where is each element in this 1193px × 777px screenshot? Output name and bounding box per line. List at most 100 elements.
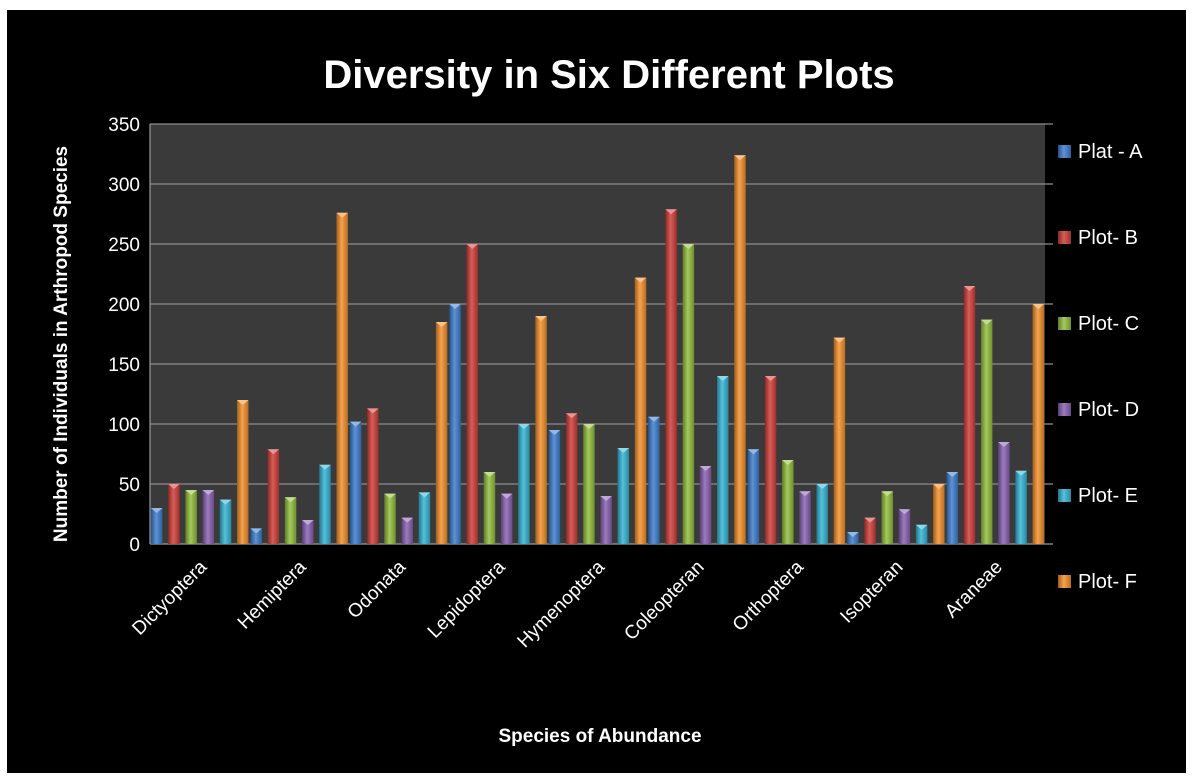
bar-coleopteran-2 xyxy=(665,209,677,544)
legend-swatch xyxy=(1058,403,1071,416)
bar-hemiptera-4 xyxy=(302,520,314,544)
bar-araneae-4 xyxy=(998,442,1010,544)
bar-odonata-1 xyxy=(349,421,362,544)
y-tick-label: 0 xyxy=(129,535,140,556)
bar-hymenoptera-5 xyxy=(617,448,630,544)
x-tick-label: Dictyoptera xyxy=(128,556,211,639)
bar-cap xyxy=(799,491,811,497)
bar-coleopteran-4 xyxy=(699,466,712,544)
bar-cap xyxy=(219,499,232,505)
bar-coleopteran-5 xyxy=(716,376,729,544)
bar-orthoptera-1 xyxy=(747,449,760,544)
y-tick-label: 250 xyxy=(108,235,140,256)
bar-cap xyxy=(401,517,413,523)
bar-isopteran-6 xyxy=(933,484,945,544)
bar-lepidoptera-2 xyxy=(466,244,479,544)
bar-odonata-3 xyxy=(384,493,396,544)
chart-title: Diversity in Six Different Plots xyxy=(323,53,894,97)
bar-cap xyxy=(847,532,859,537)
bar-cap xyxy=(548,430,561,435)
bar-isopteran-1 xyxy=(847,532,859,544)
bar-cap xyxy=(933,484,945,489)
bar-lepidoptera-1 xyxy=(449,304,461,544)
bar-odonata-4 xyxy=(401,517,413,544)
bar-hymenoptera-2 xyxy=(565,413,578,544)
bar-cap xyxy=(583,424,595,429)
bar-cap xyxy=(1015,470,1027,476)
legend-label: Plot- F xyxy=(1078,571,1137,593)
x-axis-title: Species of Abundance xyxy=(498,726,701,747)
bar-cap xyxy=(747,449,760,455)
bar-lepidoptera-6 xyxy=(535,316,547,544)
bar-isopteran-4 xyxy=(898,509,911,544)
bar-araneae-3 xyxy=(980,319,993,544)
bar-hemiptera-1 xyxy=(250,528,262,544)
bar-cap xyxy=(202,490,215,495)
bar-cap xyxy=(168,484,180,489)
legend-label: Plot- D xyxy=(1078,399,1139,421)
bar-hemiptera-2 xyxy=(267,449,280,544)
bar-cap xyxy=(384,493,396,499)
bar-cap xyxy=(764,376,777,381)
bar-cap xyxy=(336,212,348,218)
bar-orthoptera-6 xyxy=(833,337,846,544)
x-tick-label: Coleopteran xyxy=(620,557,708,645)
legend-label: Plat - A xyxy=(1078,141,1143,163)
x-tick-label: Hemiptera xyxy=(234,556,311,633)
bar-araneae-1 xyxy=(946,472,959,544)
bar-cap xyxy=(418,492,431,498)
bar-cap xyxy=(500,493,513,499)
bar-cap xyxy=(665,209,677,215)
chart-frame: Diversity in Six Different Plots 0 50 100 1… xyxy=(7,10,1186,773)
bar-dictyoptera-6 xyxy=(236,400,249,544)
bar-odonata-2 xyxy=(367,408,379,544)
bar-coleopteran-1 xyxy=(648,416,660,544)
bar-cap xyxy=(466,244,479,249)
legend-swatch xyxy=(1058,317,1071,330)
bar-cap xyxy=(898,509,911,515)
bar-hymenoptera-6 xyxy=(634,277,647,544)
legend-swatch xyxy=(1058,489,1071,502)
bar-cap xyxy=(634,277,647,283)
legend: Plat - A Plot- B Plot- C Plot- D Plot- E Plot… xyxy=(1058,141,1143,593)
bar-cap xyxy=(915,524,928,530)
bar-cap xyxy=(699,466,712,471)
bar-araneae-2 xyxy=(963,286,976,544)
bar-cap xyxy=(483,472,496,477)
bar-cap xyxy=(349,421,362,427)
y-axis-title: Number of Individuals in Arthropod Speci… xyxy=(51,146,72,542)
y-tick-label: 350 xyxy=(108,115,140,136)
bar-cap xyxy=(185,490,197,495)
bar-cap xyxy=(435,322,448,327)
bar-cap xyxy=(963,286,976,291)
x-tick-label: Odonata xyxy=(344,556,411,623)
legend-swatch xyxy=(1058,231,1071,244)
bar-dictyoptera-2 xyxy=(168,484,180,544)
bar-dictyoptera-3 xyxy=(185,490,197,544)
bar-hemiptera-5 xyxy=(319,464,331,544)
bar-chart: Diversity in Six Different Plots 0 50 100 1… xyxy=(51,53,1143,747)
x-tick-label: Orthoptera xyxy=(729,556,808,635)
bar-odonata-5 xyxy=(418,492,431,544)
bar-cap xyxy=(267,449,280,455)
bar-cap xyxy=(1032,304,1045,309)
bar-cap xyxy=(319,464,331,470)
bar-cap xyxy=(648,416,660,422)
bar-cap xyxy=(946,472,959,477)
bar-cap xyxy=(250,528,262,534)
y-tick-label: 150 xyxy=(108,355,140,376)
bar-coleopteran-3 xyxy=(682,244,695,544)
bar-cap xyxy=(449,304,461,309)
bar-cap xyxy=(535,316,547,321)
legend-label: Plot- B xyxy=(1078,227,1138,249)
bar-lepidoptera-3 xyxy=(483,472,496,544)
plot-area: 0 50 100 150 200 250 300 350 Dictyoptera Hemipter… xyxy=(108,115,1053,652)
bar-cap xyxy=(682,244,695,249)
bar-cap xyxy=(302,520,314,525)
bar-cap xyxy=(734,155,746,161)
bar-dictyoptera-5 xyxy=(219,499,232,544)
bar-hemiptera-6 xyxy=(336,212,348,545)
bar-cap xyxy=(600,496,612,501)
bar-hemiptera-3 xyxy=(284,497,297,544)
legend-swatch xyxy=(1058,575,1071,588)
